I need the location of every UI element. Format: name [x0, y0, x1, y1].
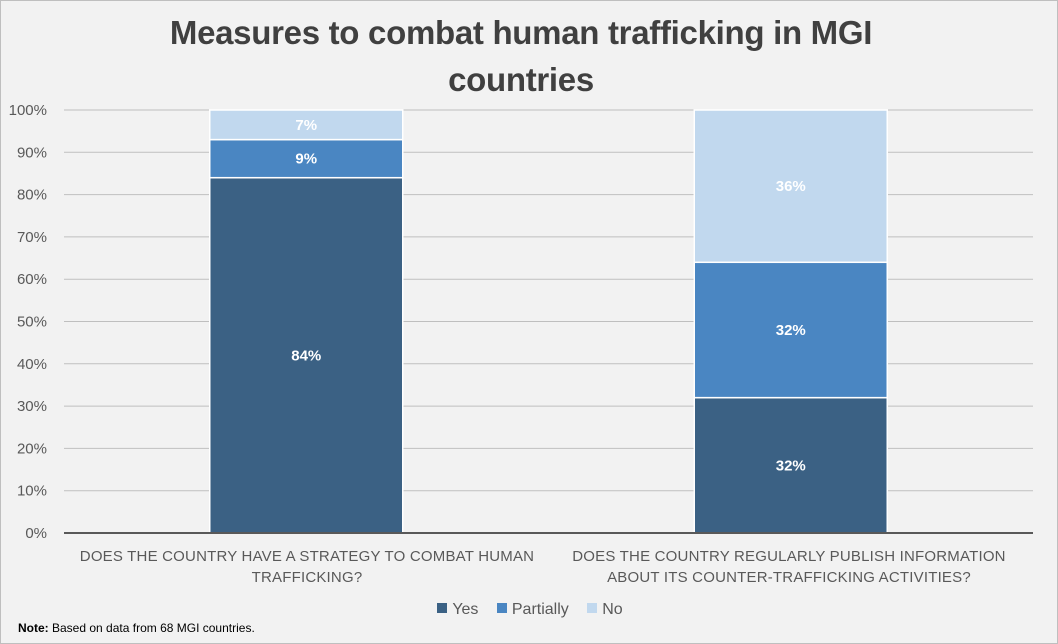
data-label-publish-yes: 32%: [776, 457, 806, 474]
data-label-strategy-yes: 84%: [291, 347, 321, 364]
footnote: Note: Based on data from 68 MGI countrie…: [18, 621, 255, 635]
y-tick-label-60: 60%: [17, 271, 47, 288]
data-label-publish-partially: 32%: [776, 322, 806, 339]
data-label-strategy-partially: 9%: [295, 151, 317, 168]
bar-strategy-no: [209, 109, 404, 141]
y-tick-label-10: 10%: [17, 483, 47, 500]
legend-swatch-partially: [496, 603, 507, 613]
legend-item-yes: Yes: [437, 601, 478, 619]
legend-item-partially: Partially: [496, 601, 569, 619]
bar-publish-yes: [693, 396, 888, 534]
y-tick-label-0: 0%: [25, 525, 47, 542]
y-tick-label-100: 100%: [9, 102, 47, 119]
legend: Yes Partially No: [1, 601, 1058, 619]
legend-label-partially: Partially: [511, 601, 569, 618]
y-tick-label-70: 70%: [17, 229, 47, 246]
y-tick-label-30: 30%: [17, 398, 47, 415]
y-tick-label-80: 80%: [17, 187, 47, 204]
bar-strategy-yes: [209, 176, 404, 534]
y-tick-label-90: 90%: [17, 144, 47, 161]
plot-area: 0% 10% 20% 30% 40% 50% 60% 70% 80% 90% 100% 84% 9% 7%…: [9, 102, 1033, 542]
y-tick-label-50: 50%: [17, 314, 47, 331]
bar-publish-no: [693, 109, 888, 264]
legend-label-yes: Yes: [452, 601, 479, 618]
footnote-text: Based on data from 68 MGI countries.: [48, 621, 255, 635]
footnote-label: Note:: [18, 621, 49, 635]
legend-swatch-no: [587, 603, 598, 613]
data-label-strategy-no: 7%: [295, 117, 317, 134]
chart-title: Measures to combat human trafficking in …: [169, 14, 873, 98]
y-tick-label-20: 20%: [17, 440, 47, 457]
legend-label-no: No: [602, 601, 623, 618]
legend-item-no: No: [587, 601, 623, 619]
data-label-publish-no: 36%: [776, 178, 806, 195]
y-tick-label-40: 40%: [17, 356, 47, 373]
category-label-strategy: DOES THE COUNTRY HAVE A STRATEGY TO COMB…: [79, 548, 535, 586]
category-label-publish: DOES THE COUNTRY REGULARLY PUBLISH INFOR…: [572, 548, 1006, 586]
bar-strategy-partially: [209, 138, 404, 179]
legend-swatch-yes: [437, 603, 448, 613]
bar-publish-partially: [693, 261, 888, 399]
